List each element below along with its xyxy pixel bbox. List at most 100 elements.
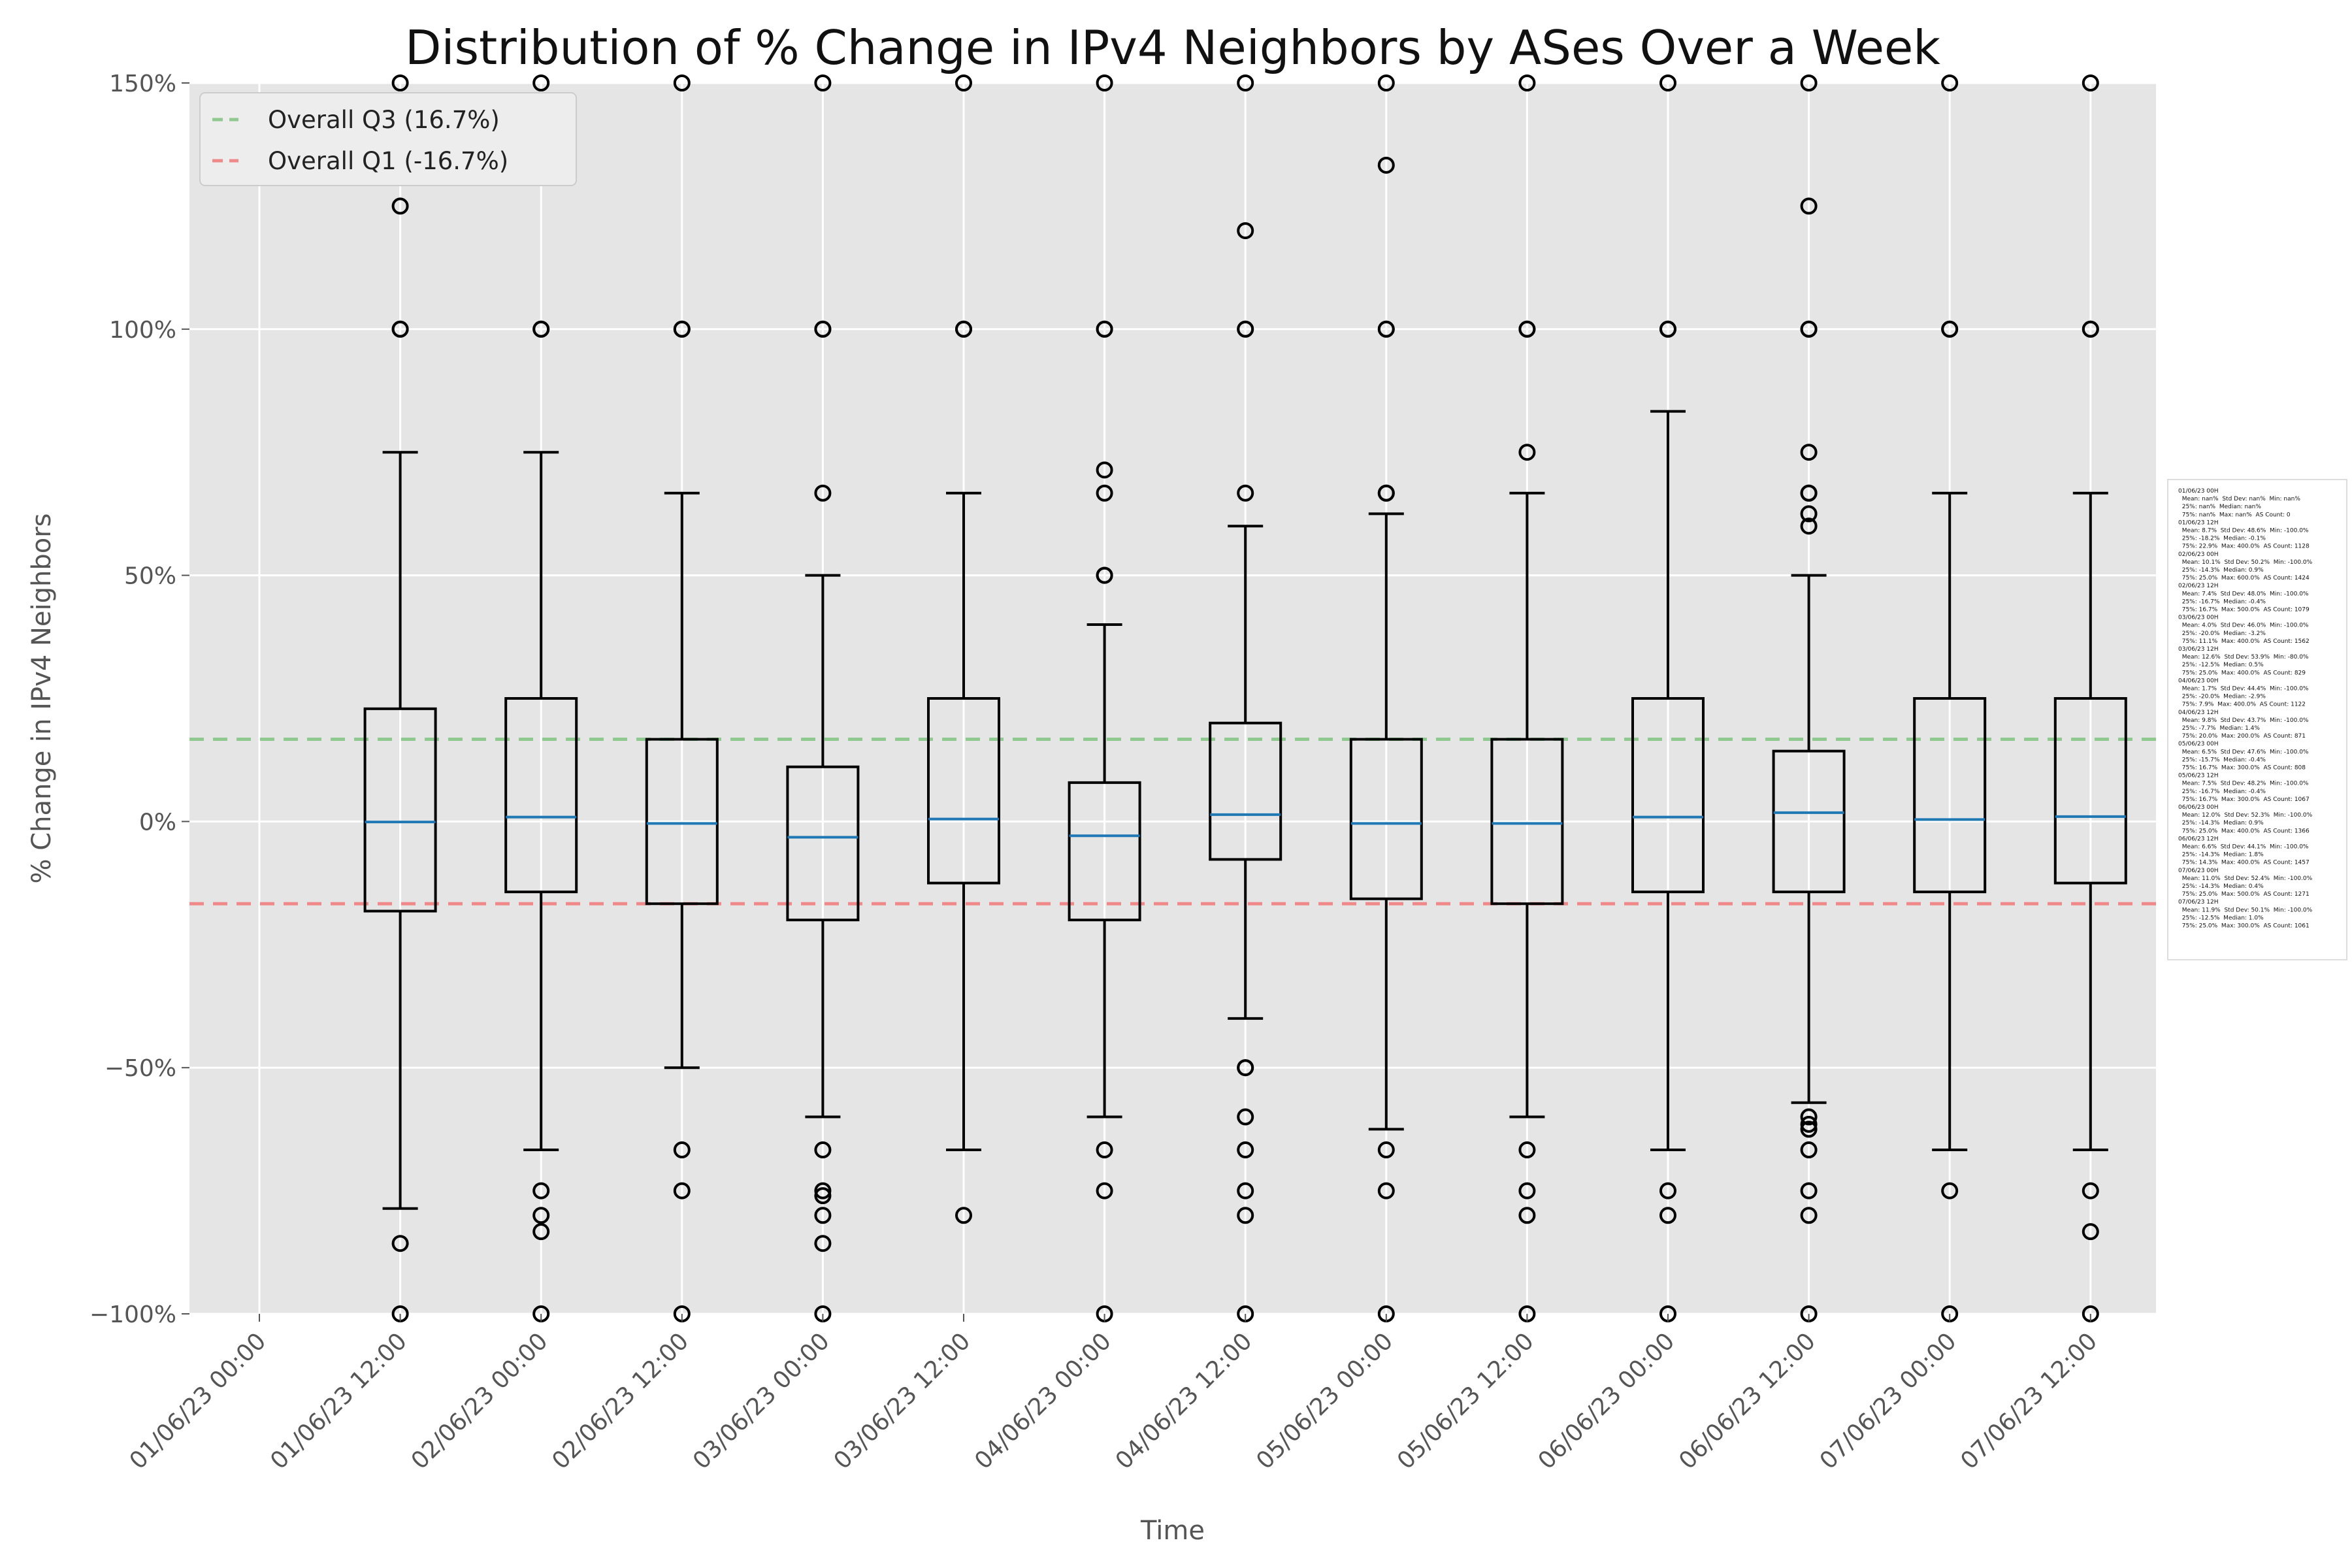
stats-line: 75%: 22.9% Max: 400.0% AS Count: 1128 bbox=[2178, 544, 2310, 550]
stats-line: Mean: nan% Std Dev: nan% Min: nan% bbox=[2178, 496, 2300, 502]
outlier-point bbox=[1800, 1207, 1818, 1224]
outlier-point bbox=[1800, 74, 1818, 91]
stats-line: 07/06/23 12H bbox=[2178, 899, 2219, 906]
outlier-point bbox=[1237, 222, 1254, 240]
stats-line: 25%: -14.3% Median: 1.8% bbox=[2178, 852, 2264, 858]
box-iqr bbox=[786, 765, 860, 922]
stats-line: Mean: 12.0% Std Dev: 52.3% Min: -100.0% bbox=[2178, 812, 2313, 819]
y-tick-label: 150% bbox=[109, 71, 176, 97]
outlier-point bbox=[1800, 1120, 1818, 1138]
outlier-point bbox=[814, 320, 832, 338]
stats-line: 03/06/23 00H bbox=[2178, 615, 2219, 621]
stats-line: 75%: 25.0% Max: 300.0% AS Count: 1061 bbox=[2178, 923, 2310, 930]
box-group bbox=[927, 74, 1000, 1224]
stats-line: 25%: -12.5% Median: 1.0% bbox=[2178, 915, 2264, 921]
outlier-point bbox=[1659, 320, 1676, 338]
outlier-point bbox=[955, 1207, 972, 1224]
outlier-point bbox=[673, 1182, 691, 1200]
stats-line: Mean: 4.0% Std Dev: 46.0% Min: -100.0% bbox=[2178, 623, 2309, 629]
outlier-point bbox=[532, 1182, 550, 1200]
stats-line: 75%: 25.0% Max: 400.0% AS Count: 1366 bbox=[2178, 828, 2310, 834]
outlier-point bbox=[1096, 484, 1113, 502]
y-tick-label: 100% bbox=[109, 317, 176, 344]
legend-entry-q3: Overall Q3 (16.7%) bbox=[268, 106, 500, 134]
y-tick-label: −100% bbox=[90, 1301, 176, 1328]
outlier-point bbox=[1800, 517, 1818, 535]
stats-line: 25%: -14.3% Median: 0.9% bbox=[2178, 567, 2264, 574]
outlier-point bbox=[1941, 320, 1959, 338]
outlier-point bbox=[1096, 74, 1113, 91]
summary-stats-box: 01/06/23 00H Mean: nan% Std Dev: nan% Mi… bbox=[2167, 479, 2347, 960]
legend: Overall Q3 (16.7%) Overall Q1 (-16.7%) bbox=[199, 92, 577, 186]
outlier-point bbox=[1800, 1115, 1818, 1133]
stats-line: Mean: 7.4% Std Dev: 48.0% Min: -100.0% bbox=[2178, 591, 2309, 597]
outlier-point bbox=[1237, 320, 1254, 338]
outlier-point bbox=[1941, 74, 1959, 91]
stats-line: 75%: 16.7% Max: 300.0% AS Count: 1067 bbox=[2178, 796, 2310, 803]
outlier-point bbox=[1377, 1182, 1395, 1200]
stats-line: 25%: -16.7% Median: -0.4% bbox=[2178, 789, 2266, 795]
stats-line: Mean: 12.6% Std Dev: 53.9% Min: -80.0% bbox=[2178, 654, 2309, 661]
legend-frame bbox=[199, 92, 577, 186]
box-iqr bbox=[504, 697, 578, 894]
outlier-point bbox=[532, 1207, 550, 1224]
stats-line: 25%: -20.0% Median: -3.2% bbox=[2178, 630, 2266, 637]
stats-line: 04/06/23 00H bbox=[2178, 678, 2219, 684]
stats-line: 25%: -15.7% Median: -0.4% bbox=[2178, 757, 2266, 763]
stats-line: 75%: 25.0% Max: 400.0% AS Count: 829 bbox=[2178, 670, 2306, 676]
stats-line: 25%: -18.2% Median: -0.1% bbox=[2178, 536, 2266, 542]
outlier-point bbox=[1518, 1141, 1536, 1159]
outlier-point bbox=[1377, 1141, 1395, 1159]
stats-line: Mean: 11.9% Std Dev: 50.1% Min: -100.0% bbox=[2178, 907, 2313, 913]
stats-line: 25%: -14.3% Median: 0.4% bbox=[2178, 883, 2264, 890]
outlier-point bbox=[814, 1187, 832, 1205]
outlier-point bbox=[1237, 1108, 1254, 1126]
stats-line: 75%: 16.7% Max: 300.0% AS Count: 808 bbox=[2178, 765, 2306, 772]
box-group bbox=[1772, 74, 1846, 1322]
outlier-point bbox=[1237, 1182, 1254, 1200]
stats-line: 02/06/23 12H bbox=[2178, 583, 2219, 589]
plot-area bbox=[189, 83, 2156, 1314]
stats-line: Mean: 6.5% Std Dev: 47.6% Min: -100.0% bbox=[2178, 749, 2309, 755]
outlier-point bbox=[391, 74, 409, 91]
outlier-point bbox=[814, 484, 832, 502]
outlier-point bbox=[2082, 320, 2099, 338]
outlier-point bbox=[1096, 461, 1113, 479]
outlier-point bbox=[391, 1235, 409, 1252]
outlier-point bbox=[1800, 444, 1818, 461]
box-iqr bbox=[2053, 697, 2127, 885]
outlier-point bbox=[2082, 74, 2099, 91]
outlier-point bbox=[1800, 484, 1818, 502]
box-iqr bbox=[645, 738, 719, 906]
stats-line: 75%: 7.9% Max: 400.0% AS Count: 1122 bbox=[2178, 702, 2306, 708]
stats-line: 05/06/23 12H bbox=[2178, 773, 2219, 779]
y-tick-label: 50% bbox=[124, 563, 176, 590]
stats-line: 02/06/23 00H bbox=[2178, 551, 2219, 558]
y-tick-label: −50% bbox=[105, 1055, 176, 1082]
outlier-point bbox=[1518, 320, 1536, 338]
stats-line: 06/06/23 12H bbox=[2178, 836, 2219, 842]
outlier-point bbox=[532, 1223, 550, 1241]
outlier-point bbox=[1377, 156, 1395, 174]
outlier-point bbox=[1518, 444, 1536, 461]
outlier-point bbox=[1096, 1141, 1113, 1159]
box-group bbox=[2053, 74, 2127, 1322]
stats-line: 75%: 11.1% Max: 400.0% AS Count: 1562 bbox=[2178, 638, 2310, 645]
stats-line: 25%: -14.3% Median: 0.9% bbox=[2178, 820, 2264, 826]
outlier-point bbox=[2082, 1223, 2099, 1241]
box-group bbox=[1631, 74, 1705, 1322]
outlier-point bbox=[391, 320, 409, 338]
outlier-point bbox=[1800, 197, 1818, 215]
box-iqr bbox=[363, 707, 437, 913]
stats-line: Mean: 1.7% Std Dev: 44.4% Min: -100.0% bbox=[2178, 686, 2309, 693]
box-iqr bbox=[1631, 697, 1705, 894]
box-group bbox=[1068, 74, 1141, 1322]
outlier-point bbox=[1659, 74, 1676, 91]
legend-entry-q1: Overall Q1 (-16.7%) bbox=[268, 147, 508, 175]
outlier-point bbox=[1518, 1207, 1536, 1224]
stats-line: 75%: 20.0% Max: 200.0% AS Count: 871 bbox=[2178, 733, 2306, 740]
stats-line: 06/06/23 00H bbox=[2178, 804, 2219, 811]
stats-line: 75%: nan% Max: nan% AS Count: 0 bbox=[2178, 512, 2291, 518]
box-group bbox=[363, 74, 437, 1322]
outlier-point bbox=[1659, 1182, 1676, 1200]
